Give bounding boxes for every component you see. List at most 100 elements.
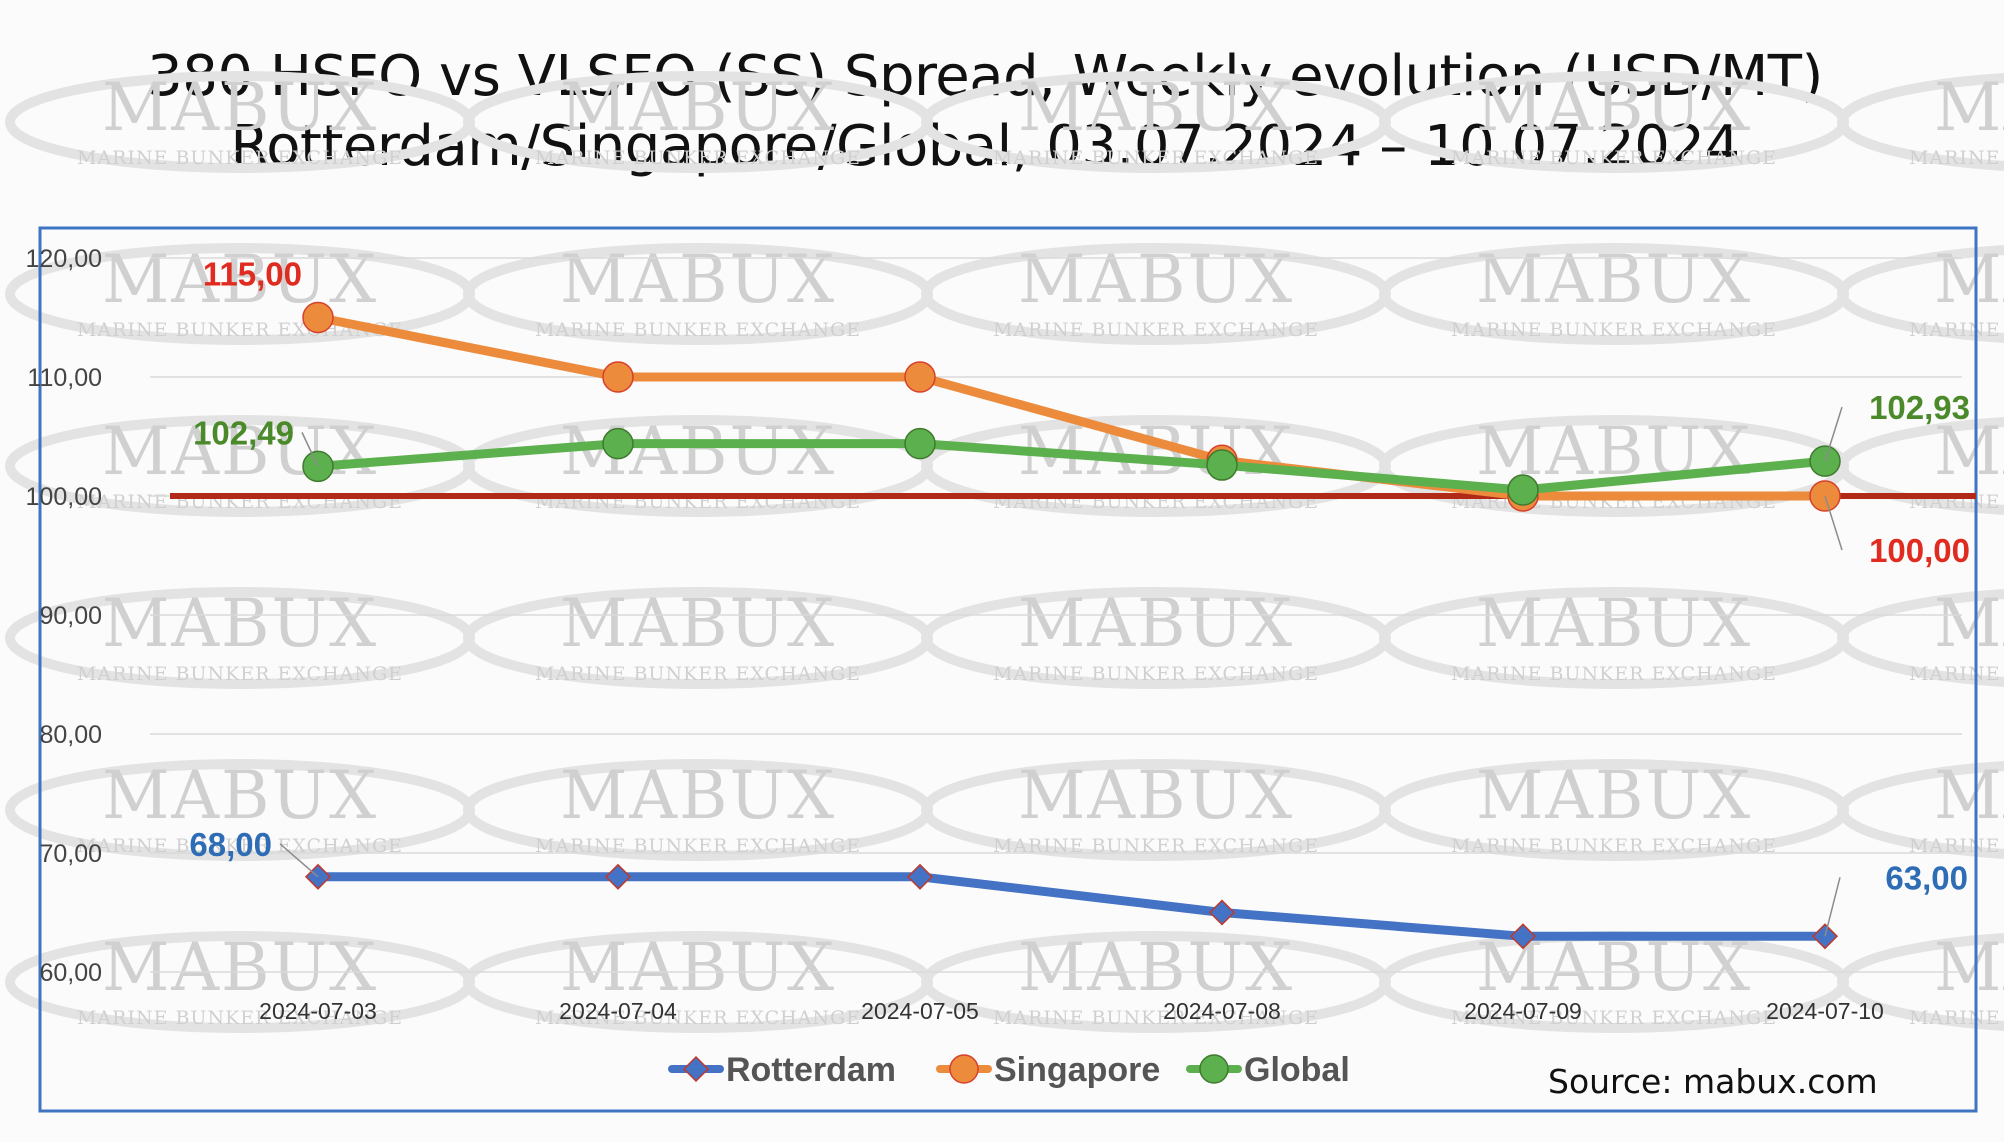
watermark-subtitle: MARINE BUNKER EXCHANGE [1451,1007,1777,1029]
series-line-global [313,439,1830,495]
watermark-brand: MABUX [102,241,378,318]
data-label-singapore: 100,00 [1869,532,1970,569]
y-tick-label: 60,00 [39,959,102,987]
legend-label-singapore: Singapore [994,1051,1160,1089]
watermark-brand: MABUX [102,69,378,146]
watermark-brand: MABUX [1934,241,2004,318]
watermark-brand: MABUX [1018,241,1294,318]
watermark-subtitle: MARINE BUNKER EXCHANGE [1451,663,1777,685]
watermark-brand: MABUX [1476,757,1752,834]
source-note: Source: mabux.com [1548,1062,1878,1101]
watermark-brand: MABUX [560,929,836,1006]
watermark-subtitle: MARINE BUNKER EXCHANGE [993,147,1319,169]
watermark-brand: MABUX [560,69,836,146]
watermark-subtitle: MARINE BUNKER EXCHANGE [1451,835,1777,857]
watermark-brand: MABUX [560,757,836,834]
data-point-global [1206,449,1238,481]
data-point-global [602,427,634,460]
watermark-subtitle: MARINE BUNKER EXCHANGE [535,147,861,169]
watermark-subtitle: MARINE BUNKER EXCHANGE [77,663,403,685]
watermark-subtitle: MARINE BUNKER EXCHANGE [77,1007,403,1029]
x-axis-ticks: 2024-07-03 2024-07-04 2024-07-05 2024-07-08… [259,998,1884,1024]
watermark-brand: MABUX [1934,69,2004,146]
y-tick-label: 120,00 [26,245,102,273]
watermark-brand: MABUX [560,585,836,662]
watermark-subtitle: MARINE BUNKER EXCHANGE [993,835,1319,857]
x-tick-label: 2024-07-03 [259,998,377,1024]
series-line-rotterdam [313,872,1830,941]
legend-marker [682,1055,710,1083]
watermark-brand: MABUX [1476,585,1752,662]
watermark-brand: MABUX [1476,69,1752,146]
watermark-subtitle: MARINE BUNKER EXCHANGE [1909,835,2004,857]
watermark-brand: MABUX [1934,757,2004,834]
data-point-singapore [904,361,936,393]
watermark-brand: MABUX [102,413,378,490]
watermark-swoosh [1837,245,2004,343]
watermark-subtitle: MARINE BUNKER EXCHANGE [1909,147,2004,169]
data-label-rotterdam: 63,00 [1885,859,1968,896]
data-point-global [904,427,936,460]
watermark-subtitle: MARINE BUNKER EXCHANGE [535,319,861,341]
watermark-subtitle: MARINE BUNKER EXCHANGE [535,1007,861,1029]
leader-line [279,843,319,878]
watermark-swoosh [1837,589,2004,687]
watermark-brand: MABUX [102,929,378,1006]
y-axis-ticks: 60,00 70,00 80,00 90,00 100,00 110,00 120,00 [26,245,102,987]
legend-label-global: Global [1244,1051,1350,1089]
watermark-subtitle: MARINE BUNKER EXCHANGE [1451,319,1777,341]
watermark-brand: MABUX [102,585,378,662]
x-tick-label: 2024-07-10 [1766,998,1884,1024]
watermark-swoosh [1837,73,2004,171]
data-point-global [1507,474,1539,506]
y-tick-label: 110,00 [27,364,102,392]
data-label-global: 102,93 [1869,389,1970,426]
leader-line [301,432,319,467]
data-label-rotterdam: 68,00 [189,826,272,863]
gridlines [150,257,1962,973]
data-point-singapore [302,301,334,334]
series-line-singapore [313,313,1830,501]
watermark-brand: MABUX [1018,585,1294,662]
watermark-brand: MABUX [1934,929,2004,1006]
watermark-subtitle: MARINE BUNKER EXCHANGE [535,663,861,685]
watermark-subtitle: MARINE BUNKER EXCHANGE [1909,319,2004,341]
subtitle-line: Rotterdam/Singapore/Global, 03.07.2024 –… [230,114,1740,179]
leader-line [1824,877,1841,937]
legend: Rotterdam Singapore Global [668,1051,1350,1089]
x-tick-label: 2024-07-09 [1464,998,1582,1024]
data-point-rotterdam [906,863,934,890]
watermark-subtitle: MARINE BUNKER EXCHANGE [993,1007,1319,1029]
y-tick-label: 80,00 [39,721,102,749]
watermark-brand: MABUX [1934,585,2004,662]
leader-line [1824,495,1843,551]
watermark-subtitle: MARINE BUNKER EXCHANGE [1451,147,1777,169]
watermark-brand: MABUX [560,413,836,490]
watermark-subtitle: MARINE BUNKER EXCHANGE [535,835,861,857]
x-tick-label: 2024-07-05 [861,998,979,1024]
x-tick-label: 2024-07-08 [1163,998,1281,1024]
watermark-brand: MABUX [1476,241,1752,318]
legend-marker [1199,1054,1229,1084]
watermark-brand: MABUX [1018,757,1294,834]
data-label-layer: 115,00 100,00 102,49 102,93 68,00 63,00 [189,256,1970,937]
y-tick-label: 100,00 [26,483,102,511]
data-label-global: 102,49 [193,414,294,451]
watermark-brand: MABUX [102,757,378,834]
watermark-subtitle: MARINE BUNKER EXCHANGE [1909,663,2004,685]
watermark-swoosh [1837,933,2004,1031]
x-tick-label: 2024-07-04 [559,998,677,1024]
watermark-brand: MABUX [1934,413,2004,490]
data-point-rotterdam [604,863,632,890]
y-tick-label: 70,00 [39,840,102,868]
data-point-singapore [602,361,634,393]
leader-line [1824,406,1843,462]
watermark-subtitle: MARINE BUNKER EXCHANGE [993,319,1319,341]
watermark-swoosh [1837,761,2004,859]
data-point-rotterdam [1208,899,1236,926]
legend-marker [949,1054,979,1084]
plot-frame [38,226,1978,1113]
y-tick-label: 90,00 [39,602,102,630]
